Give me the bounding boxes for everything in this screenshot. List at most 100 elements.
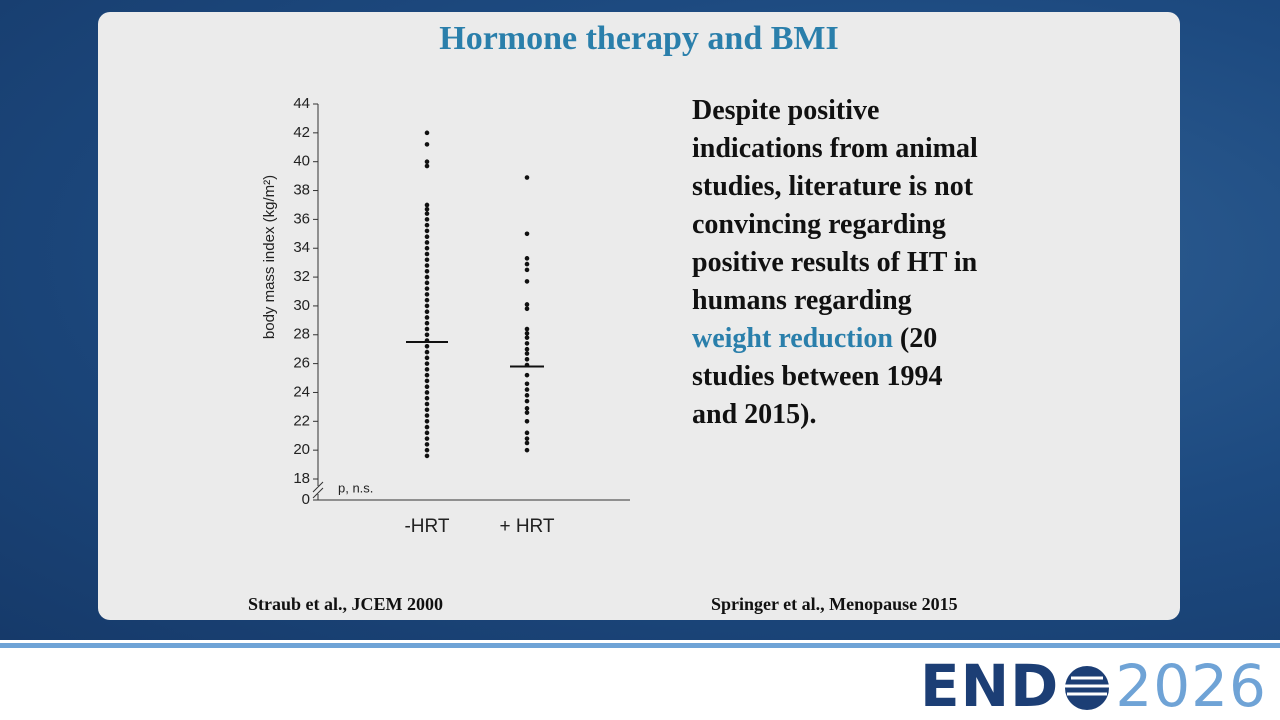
dot xyxy=(424,315,430,320)
dot xyxy=(524,419,530,424)
y-tick-label: 22 xyxy=(293,412,310,429)
citation: Straub et al., JCEM 2000 xyxy=(248,594,443,614)
logo-right: 2026 xyxy=(1115,652,1267,720)
dot xyxy=(524,436,530,441)
y-tick-label: 40 xyxy=(293,153,310,170)
dot xyxy=(424,286,430,291)
dot xyxy=(424,326,430,332)
dot xyxy=(424,245,430,251)
dot xyxy=(424,361,430,366)
dot xyxy=(524,261,530,267)
y-tick-label: 20 xyxy=(293,441,310,458)
dot xyxy=(424,419,430,424)
dot xyxy=(424,159,430,164)
dot xyxy=(524,331,530,336)
dot xyxy=(424,367,430,372)
dot xyxy=(424,436,430,441)
dot xyxy=(424,142,430,147)
dot xyxy=(424,401,430,407)
dot xyxy=(424,430,430,436)
dot xyxy=(424,240,430,245)
x-tick-label: -HRT xyxy=(404,516,449,537)
y-tick-label: 0 xyxy=(302,491,310,508)
y-tick-label: 38 xyxy=(293,182,310,199)
card xyxy=(98,12,1180,620)
dot xyxy=(524,356,530,362)
dot xyxy=(424,390,430,395)
dot xyxy=(424,274,430,280)
dot xyxy=(424,424,430,430)
x-tick-label: + HRT xyxy=(499,516,554,537)
dot xyxy=(424,378,430,384)
logo-left: END xyxy=(920,652,1060,720)
y-tick-label: 36 xyxy=(293,210,310,227)
dot xyxy=(424,269,430,274)
dot xyxy=(524,406,530,411)
dot xyxy=(424,228,430,234)
dot xyxy=(524,267,530,273)
dot xyxy=(424,407,430,413)
dot xyxy=(524,440,530,446)
dot xyxy=(524,372,530,378)
dot xyxy=(524,393,530,398)
dot xyxy=(524,306,530,312)
y-tick-label: 32 xyxy=(293,268,310,285)
y-tick-label: 28 xyxy=(293,326,310,343)
dot xyxy=(524,387,530,392)
dot xyxy=(424,163,430,169)
citation: Springer et al., Menopause 2015 xyxy=(711,594,958,614)
y-axis-label: body mass index (kg/m²) xyxy=(261,175,278,339)
dot xyxy=(424,257,430,263)
y-tick-label: 18 xyxy=(293,470,310,487)
dot xyxy=(424,413,430,418)
y-tick-label: 34 xyxy=(293,239,310,256)
dot xyxy=(424,309,430,314)
logo: END 2026 xyxy=(920,652,1267,720)
dot xyxy=(424,303,430,309)
dot xyxy=(424,130,430,136)
annotation: p, n.s. xyxy=(338,480,373,495)
dot xyxy=(524,346,530,352)
dot xyxy=(524,398,530,404)
chart: 0 18 20 22 24 26 28 30 32 34 36 38 40 42 44 body mass i… xyxy=(261,95,630,537)
dot xyxy=(524,256,530,261)
dot xyxy=(524,302,530,307)
dot xyxy=(424,234,430,239)
dot xyxy=(424,297,430,303)
dot xyxy=(524,430,530,436)
highlight: weight reduction xyxy=(692,323,893,354)
dot xyxy=(424,211,430,216)
dot xyxy=(524,351,530,356)
slide-title: Hormone therapy and BMI xyxy=(439,20,839,57)
logo-globe xyxy=(1065,666,1110,710)
dot xyxy=(424,447,430,453)
divider xyxy=(0,643,1280,648)
y-tick-label: 26 xyxy=(293,355,310,372)
body-text: Despite positive indications from animal… xyxy=(692,92,992,434)
dot xyxy=(424,217,430,222)
dot xyxy=(524,410,530,415)
dot xyxy=(424,222,430,228)
dot xyxy=(424,251,430,257)
y-tick-label: 44 xyxy=(293,95,310,112)
dot xyxy=(524,326,530,332)
dot xyxy=(424,263,430,268)
body-text-part: Despite positive indications from animal… xyxy=(692,95,978,316)
dot xyxy=(524,381,530,387)
dot xyxy=(424,442,430,447)
dot xyxy=(524,341,530,346)
dot xyxy=(424,292,430,297)
dot xyxy=(524,447,530,453)
body-text-part: (20 studies between 1994 and 2015). xyxy=(692,323,943,430)
y-tick-label: 24 xyxy=(293,383,310,400)
dot xyxy=(424,202,430,208)
dot xyxy=(424,384,430,389)
y-tick-label: 42 xyxy=(293,124,310,141)
dot xyxy=(424,372,430,378)
dot xyxy=(424,332,430,338)
dot xyxy=(424,453,430,459)
dot xyxy=(424,280,430,286)
dot xyxy=(524,231,530,237)
y-tick-label: 30 xyxy=(293,297,310,314)
